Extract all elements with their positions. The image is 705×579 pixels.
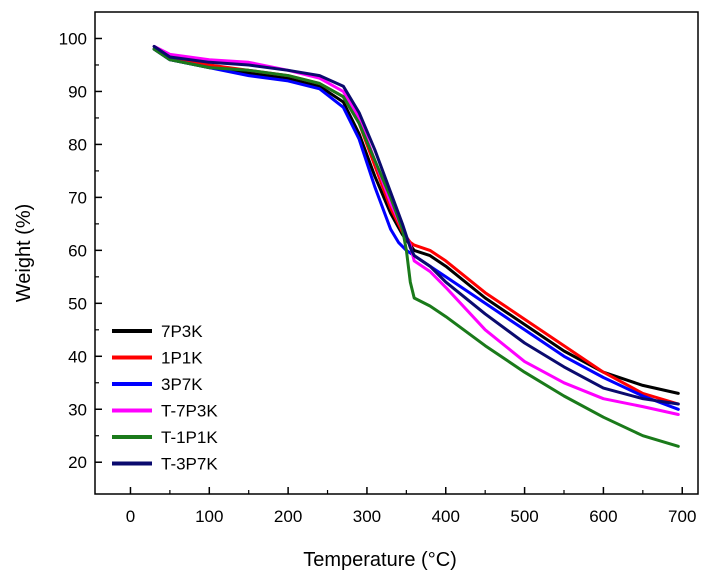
y-tick-label: 30	[68, 400, 87, 419]
legend-label: T-3P7K	[161, 455, 218, 474]
x-axis-ticks: 0 100 200 300 400 500 600 700	[126, 487, 696, 526]
legend: 7P3K 1P1K 3P7K T-7P3K T-1P1K T-3P7K	[112, 322, 218, 474]
x-tick-label: 100	[195, 507, 223, 526]
y-tick-label: 100	[59, 29, 87, 48]
y-tick-label: 60	[68, 241, 87, 260]
y-axis-ticks: 20 30 40 50 60 70 80 90 100	[59, 29, 102, 472]
legend-label: T-7P3K	[161, 402, 218, 421]
y-tick-label: 90	[68, 82, 87, 101]
y-tick-label: 80	[68, 135, 87, 154]
plot-frame	[94, 11, 699, 495]
series-line-7p3k	[152, 47, 680, 395]
series-line-t-7p3k	[152, 44, 680, 416]
x-axis-title: Temperature (°C)	[303, 549, 457, 571]
legend-label: 7P3K	[161, 322, 203, 341]
series-line-1p1k	[152, 47, 680, 406]
y-tick-label: 40	[68, 347, 87, 366]
y-tick-label: 70	[68, 188, 87, 207]
x-tick-label: 200	[274, 507, 302, 526]
x-tick-label: 0	[126, 507, 135, 526]
legend-label: T-1P1K	[161, 428, 218, 447]
x-tick-label: 400	[432, 507, 460, 526]
series-line-t-1p1k	[152, 47, 680, 448]
series-line-3p7k	[152, 47, 680, 411]
x-tick-label: 600	[589, 507, 617, 526]
y-tick-label: 50	[68, 294, 87, 313]
x-tick-label: 700	[668, 507, 696, 526]
y-axis-title: Weight (%)	[13, 204, 35, 303]
legend-label: 3P7K	[161, 375, 203, 394]
series-lines	[152, 44, 680, 448]
x-tick-label: 300	[353, 507, 381, 526]
series-line-t-3p7k	[152, 44, 680, 406]
x-tick-label: 500	[510, 507, 538, 526]
legend-label: 1P1K	[161, 349, 203, 368]
y-tick-label: 20	[68, 453, 87, 472]
